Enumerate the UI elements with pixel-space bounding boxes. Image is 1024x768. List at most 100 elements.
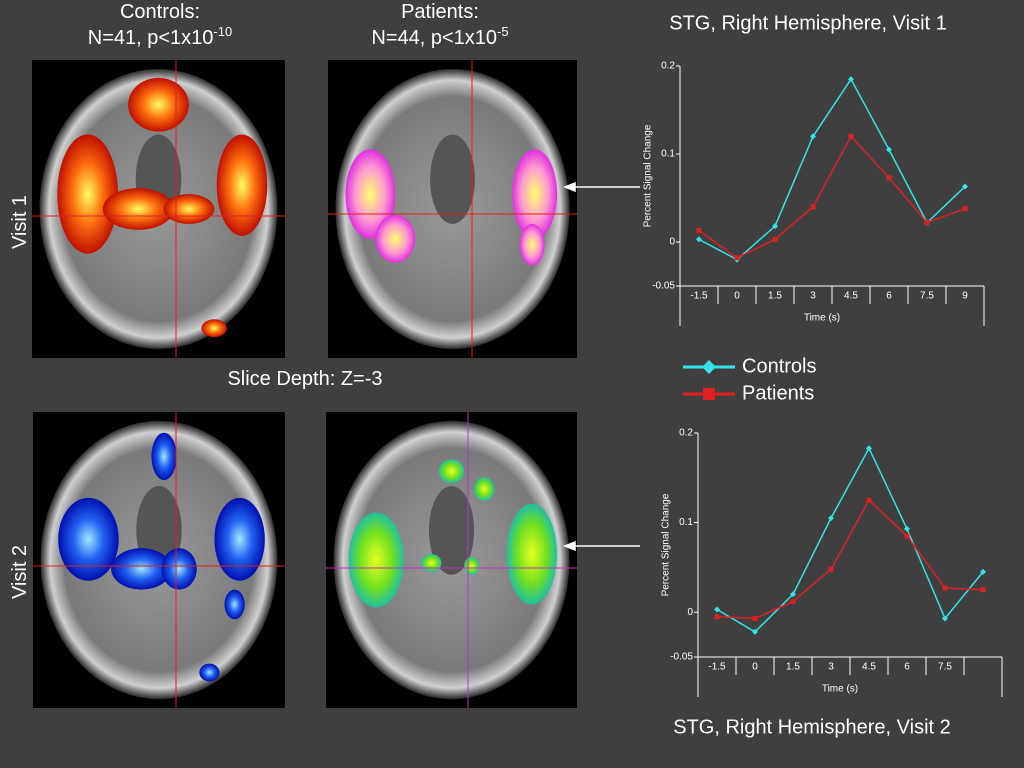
marker [772, 223, 778, 230]
x-tick-label: 4.5 [862, 662, 876, 673]
marker [980, 568, 986, 575]
activation [375, 214, 416, 263]
x-tick-label: 3 [810, 291, 816, 302]
marker [810, 204, 816, 210]
series-line [716, 498, 984, 620]
marker [810, 133, 816, 140]
y-tick-label: 0 [687, 607, 693, 618]
y-tick-label: -0.05 [652, 281, 675, 292]
marker [848, 76, 854, 83]
activation [345, 149, 396, 239]
y-tick-label: 0.1 [661, 149, 675, 160]
marker [904, 533, 910, 539]
marker [980, 587, 986, 593]
x-axis-label: Time (s) [804, 313, 840, 324]
activation [464, 557, 480, 575]
activation [163, 194, 215, 224]
y-tick-label: 0 [669, 237, 675, 248]
marker [734, 255, 740, 261]
y-tick-label: -0.05 [670, 652, 693, 663]
activation [438, 459, 465, 484]
marker [924, 220, 930, 226]
series-line [698, 77, 966, 261]
x-tick-label: -1.5 [708, 662, 726, 673]
stats-exponent: -10 [213, 24, 232, 39]
x-tick-label: 7.5 [938, 662, 952, 673]
arrow-head [562, 181, 576, 193]
row-label: Visit 1 [9, 195, 31, 249]
activation [58, 497, 119, 581]
patients-stats: N=44, p<1x10-5 [371, 24, 508, 49]
activation [102, 188, 174, 230]
activation [224, 589, 245, 620]
marker [828, 515, 834, 522]
y-tick-label: 0.2 [679, 428, 693, 439]
marker [886, 175, 892, 181]
legend: Controls Patients [683, 355, 816, 404]
arrows [562, 181, 640, 552]
y-tick-label: 0.2 [661, 61, 675, 72]
marker [772, 236, 778, 242]
line-chart: STG, Right Hemisphere, Visit 1 -0.05 0 0.1 0… [643, 12, 985, 326]
marker [714, 614, 720, 620]
legend-marker [702, 360, 716, 374]
marker [790, 598, 796, 604]
legend-label: Controls [742, 355, 816, 377]
marker [714, 606, 720, 613]
x-tick-label: 0 [752, 662, 758, 673]
marker [752, 615, 758, 621]
row-label: Visit 2 [9, 545, 31, 599]
marker [962, 206, 968, 212]
activation [519, 223, 545, 266]
controls-stats: N=41, p<1x10-10 [88, 24, 232, 49]
marker [866, 497, 872, 503]
activation [214, 497, 265, 581]
series-line [716, 446, 984, 633]
marker [866, 445, 872, 452]
x-tick-label: 3 [828, 662, 834, 673]
activation [161, 548, 197, 590]
arrow-head [562, 540, 576, 552]
y-tick-label: 0.1 [679, 517, 693, 528]
x-tick-label: 4.5 [844, 291, 858, 302]
marker [848, 133, 854, 139]
activation [474, 477, 495, 501]
activation [348, 512, 404, 608]
line-chart: STG, Right Hemisphere, Visit 2 -0.05 0 0.1 0… [661, 428, 1003, 738]
legend-label: Patients [742, 382, 814, 404]
marker [962, 183, 968, 190]
activation [421, 554, 442, 572]
stats-exponent: -5 [497, 24, 509, 39]
marker [752, 628, 758, 635]
y-axis-label: Percent Signal Change [661, 493, 672, 596]
x-tick-label: 1.5 [786, 662, 800, 673]
activation [216, 134, 268, 236]
marker [696, 228, 702, 234]
marker [790, 591, 796, 598]
ventricle [430, 134, 475, 224]
activation [151, 432, 177, 481]
chart-title: STG, Right Hemisphere, Visit 2 [673, 716, 951, 738]
activation [199, 663, 220, 682]
activation [128, 77, 189, 132]
x-tick-label: 9 [962, 291, 968, 302]
chart-title: STG, Right Hemisphere, Visit 1 [669, 12, 947, 34]
marker [904, 525, 910, 532]
activation [111, 548, 172, 590]
x-tick-label: 1.5 [768, 291, 782, 302]
x-tick-label: -1.5 [690, 291, 708, 302]
marker [942, 585, 948, 591]
brain-images [32, 60, 577, 708]
marker [886, 146, 892, 153]
stats-text: N=44, p<1x10 [371, 27, 497, 49]
x-tick-label: 6 [886, 291, 892, 302]
x-tick-label: 7.5 [920, 291, 934, 302]
stats-text: N=41, p<1x10 [88, 27, 214, 49]
slice-depth: Slice Depth: Z=-3 [227, 368, 382, 390]
controls-heading: Controls: [120, 1, 200, 23]
y-axis-label: Percent Signal Change [643, 124, 654, 227]
activation [506, 503, 557, 605]
activation [512, 149, 558, 239]
marker [828, 566, 834, 572]
